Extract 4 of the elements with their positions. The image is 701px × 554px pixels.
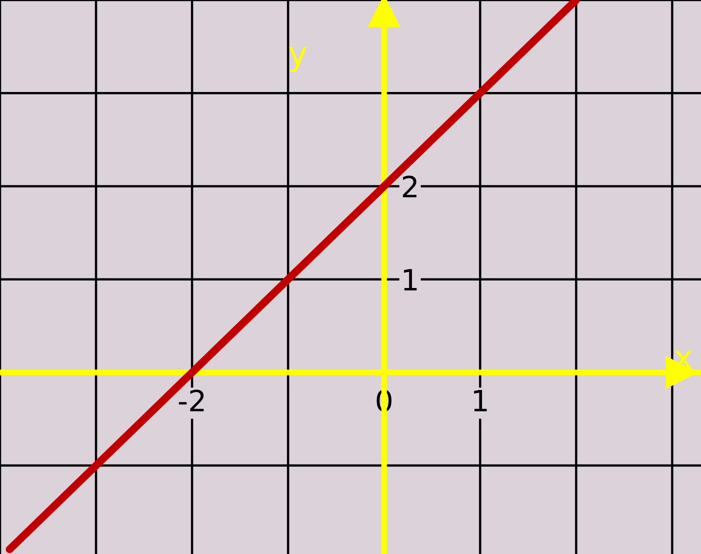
x-tick-label: 1 — [474, 390, 487, 412]
y-tick-label: 2 — [402, 176, 416, 198]
x-tick-label: -2 — [178, 390, 204, 412]
y-axis-title: y — [289, 46, 307, 72]
